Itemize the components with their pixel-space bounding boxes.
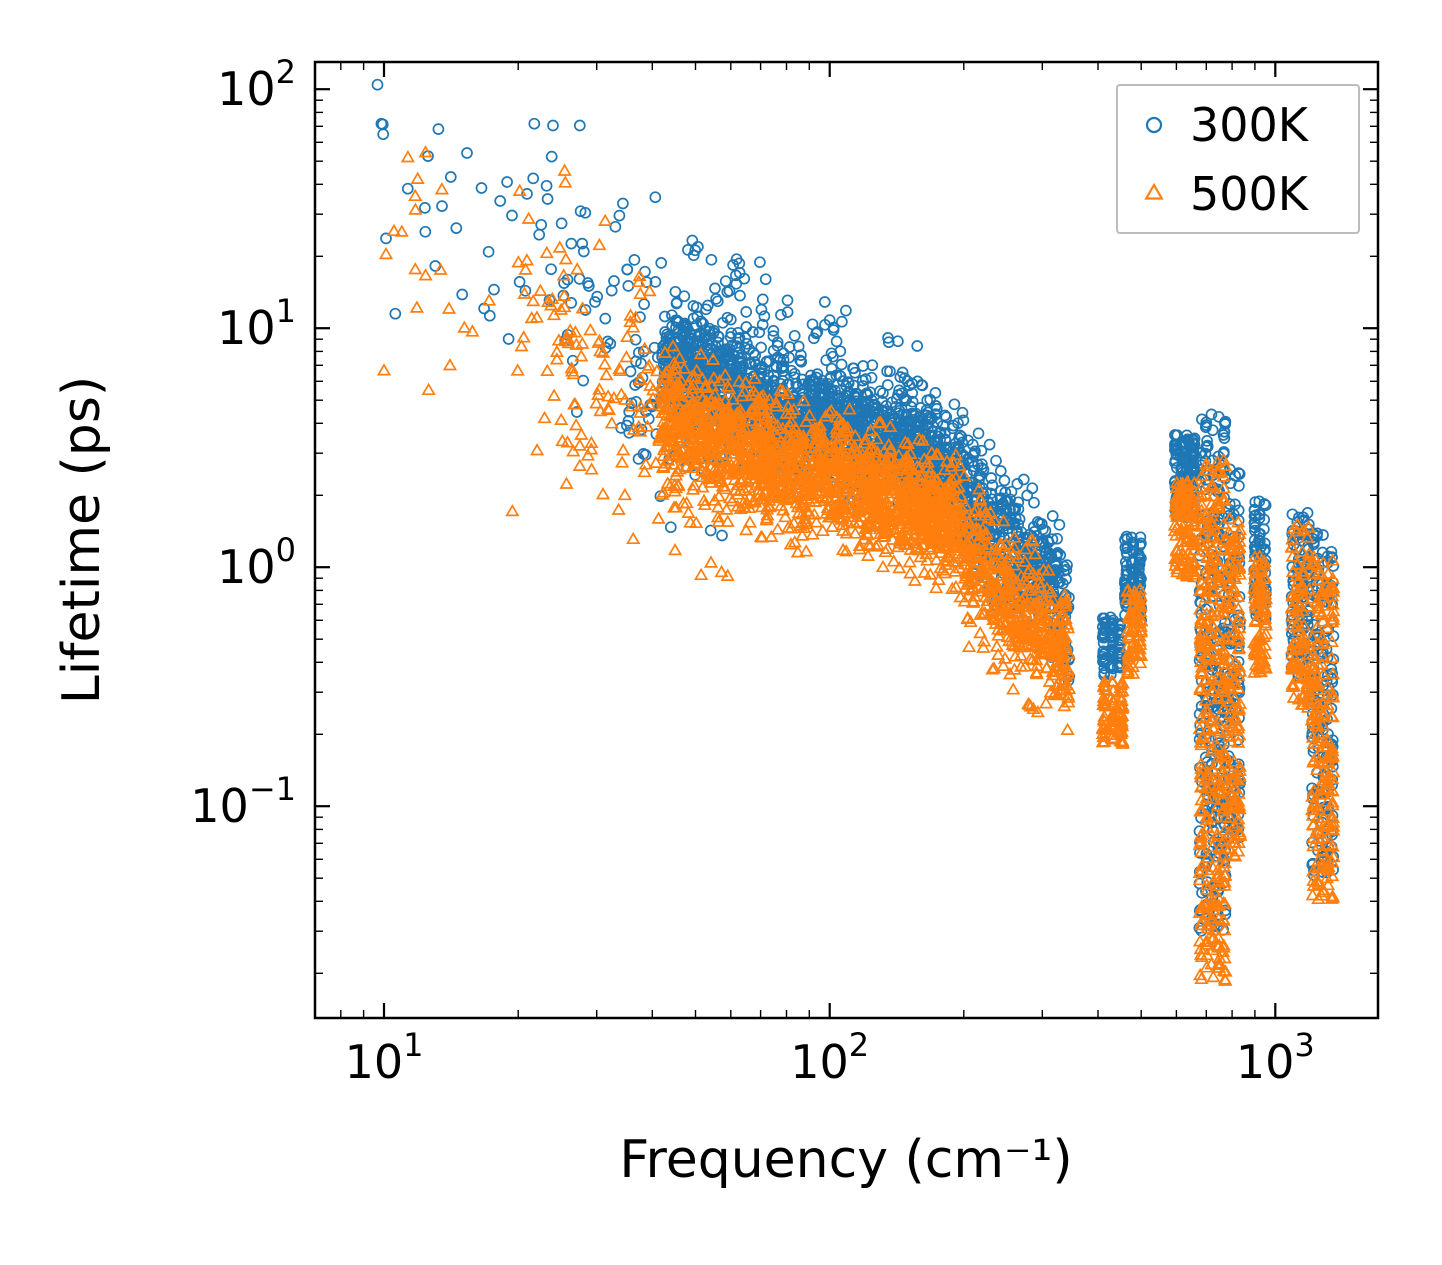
svg-text:102: 102 [790,1026,869,1089]
points-500K [376,145,1341,986]
svg-text:101: 101 [345,1026,424,1089]
svg-text:100: 100 [217,531,296,594]
svg-text:103: 103 [1236,1026,1315,1089]
svg-text:101: 101 [217,292,296,355]
legend: 300K 500K [1116,84,1360,234]
y-tick-labels: 10−1 100 101 102 [190,53,296,833]
x-axis-label: Frequency (cm⁻¹) [619,1130,1073,1190]
svg-text:10−1: 10−1 [190,770,296,833]
svg-text:102: 102 [217,53,296,116]
x-tick-labels: 101 102 103 [345,1026,1315,1089]
plot-frame [313,60,1380,1020]
legend-entry-300k: 300K [1118,102,1358,148]
triangle-marker-icon [1118,174,1190,214]
axis-ticks [315,62,1378,1018]
circle-marker-icon [1118,105,1190,145]
y-axis-label: Lifetime (ps) [52,375,112,705]
legend-label-500k: 500K [1190,166,1308,221]
legend-entry-500k: 500K [1118,171,1358,217]
legend-label-300k: 300K [1190,97,1308,152]
